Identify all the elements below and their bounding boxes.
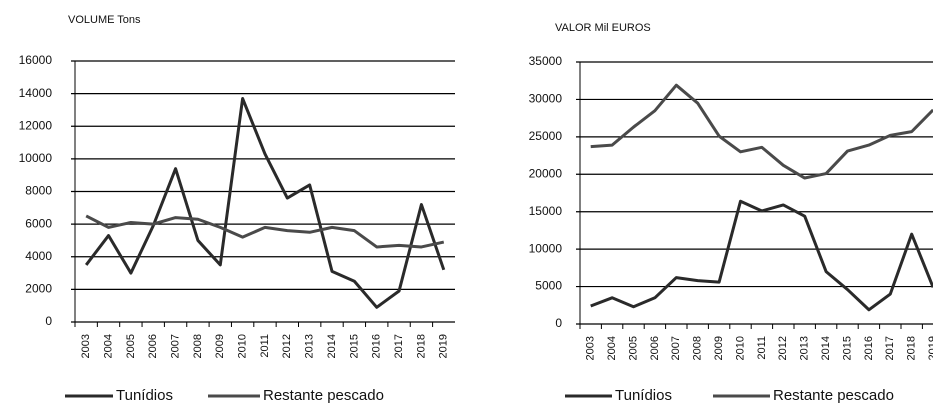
x-tick-label: 2010 xyxy=(237,334,249,358)
x-tick-label: 2007 xyxy=(169,334,181,358)
x-tick-label: 2014 xyxy=(820,336,832,360)
y-tick-label: 30000 xyxy=(529,92,563,106)
series-line xyxy=(84,97,446,309)
x-tick-label: 2004 xyxy=(606,336,618,360)
x-tick-label: 2006 xyxy=(649,336,661,360)
series-line xyxy=(590,199,933,312)
x-tick-label: 2011 xyxy=(259,334,271,358)
chart-title: VALOR Mil EUROS xyxy=(555,22,651,34)
x-tick-label: 2006 xyxy=(147,334,159,358)
y-tick-label: 6000 xyxy=(25,216,52,230)
x-tick-label: 2003 xyxy=(80,334,92,358)
legend-label: Tunídios xyxy=(116,387,173,404)
y-tick-label: 14000 xyxy=(19,86,53,100)
x-tick-label: 2014 xyxy=(326,334,338,358)
x-tick-label: 2019 xyxy=(438,334,450,358)
y-tick-label: 2000 xyxy=(25,282,52,296)
x-tick-label: 2018 xyxy=(906,336,918,360)
charts: VOLUME Tons 0 2000 4000 6000 8000 10000 12000 14… xyxy=(19,14,933,404)
legend-label: Restante pescado xyxy=(773,387,894,404)
x-tick-label: 2019 xyxy=(927,336,933,360)
legend-label: Tunídios xyxy=(615,387,672,404)
x-tick-label: 2015 xyxy=(841,336,853,360)
x-tick-label: 2013 xyxy=(304,334,316,358)
x-tick-label: 2010 xyxy=(734,336,746,360)
x-tick-label: 2007 xyxy=(670,336,682,360)
series-line xyxy=(590,83,933,180)
y-tick-label: 15000 xyxy=(529,204,563,218)
x-tick-label: 2011 xyxy=(756,336,768,360)
y-tick-label: 8000 xyxy=(25,184,52,198)
x-tick-label: 2017 xyxy=(884,336,896,360)
y-tick-label: 0 xyxy=(45,314,52,328)
y-tick-label: 35000 xyxy=(529,54,563,68)
x-tick-label: 2008 xyxy=(192,334,204,358)
x-tick-label: 2009 xyxy=(214,334,226,358)
y-tick-label: 5000 xyxy=(535,279,562,293)
x-tick-label: 2009 xyxy=(713,336,725,360)
x-tick-label: 2013 xyxy=(799,336,811,360)
x-tick-label: 2015 xyxy=(348,334,360,358)
x-tick-label: 2017 xyxy=(393,334,405,358)
x-tick-label: 2018 xyxy=(415,334,427,358)
y-tick-label: 12000 xyxy=(19,118,53,132)
legend-label: Restante pescado xyxy=(263,387,384,404)
y-tick-label: 0 xyxy=(555,316,562,330)
x-tick-label: 2005 xyxy=(125,334,137,358)
x-tick-label: 2008 xyxy=(692,336,704,360)
y-tick-label: 10000 xyxy=(529,241,563,255)
x-tick-label: 2004 xyxy=(102,334,114,358)
y-tick-label: 10000 xyxy=(19,151,53,165)
x-tick-label: 2012 xyxy=(777,336,789,360)
x-tick-label: 2016 xyxy=(863,336,875,360)
x-tick-label: 2005 xyxy=(627,336,639,360)
x-tick-label: 2016 xyxy=(371,334,383,358)
y-tick-label: 4000 xyxy=(25,249,52,263)
y-tick-label: 16000 xyxy=(19,53,53,67)
y-tick-label: 20000 xyxy=(529,166,563,180)
chart-title: VOLUME Tons xyxy=(68,14,141,26)
y-tick-label: 25000 xyxy=(529,129,563,143)
series-line xyxy=(85,214,445,249)
x-tick-label: 2012 xyxy=(281,334,293,358)
x-tick-label: 2003 xyxy=(585,336,597,360)
